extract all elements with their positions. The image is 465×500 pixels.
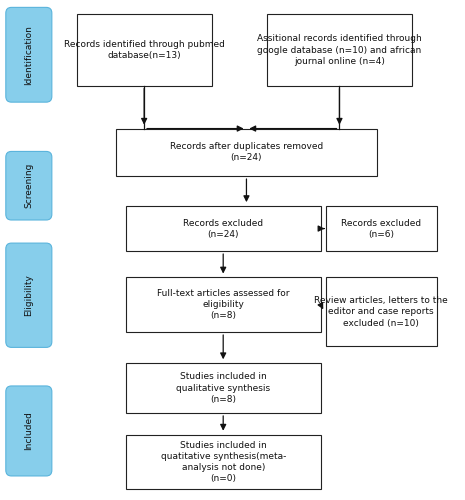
FancyBboxPatch shape [116,128,377,176]
Text: Studies included in
qualitative synthesis
(n=8): Studies included in qualitative synthesi… [176,372,270,404]
Text: Eligibility: Eligibility [24,274,33,316]
Text: Records excluded
(n=6): Records excluded (n=6) [341,218,421,238]
Text: Records after duplicates removed
(n=24): Records after duplicates removed (n=24) [170,142,323,163]
FancyBboxPatch shape [126,363,321,413]
FancyBboxPatch shape [6,152,52,220]
Text: Review articles, letters to the
editor and case reports
excluded (n=10): Review articles, letters to the editor a… [314,296,448,328]
Text: Screening: Screening [24,163,33,208]
FancyBboxPatch shape [326,206,437,251]
Text: Included: Included [24,412,33,451]
FancyBboxPatch shape [126,434,321,490]
Text: Records identified through pubmed
database(n=13): Records identified through pubmed databa… [64,40,225,60]
FancyBboxPatch shape [126,206,321,251]
FancyBboxPatch shape [6,243,52,348]
FancyBboxPatch shape [77,14,212,86]
Text: Studies included in
quatitative synthesis(meta-
analysis not done)
(n=0): Studies included in quatitative synthesi… [160,441,286,483]
FancyBboxPatch shape [6,8,52,102]
Text: Assitional records identified through
google database (n=10) and african
journal: Assitional records identified through go… [257,34,422,66]
FancyBboxPatch shape [6,386,52,476]
FancyBboxPatch shape [326,278,437,346]
Text: Identification: Identification [24,25,33,84]
FancyBboxPatch shape [126,278,321,332]
FancyBboxPatch shape [267,14,412,86]
Text: Records excluded
(n=24): Records excluded (n=24) [183,218,263,238]
Text: Full-text articles assessed for
eligibility
(n=8): Full-text articles assessed for eligibil… [157,289,289,320]
